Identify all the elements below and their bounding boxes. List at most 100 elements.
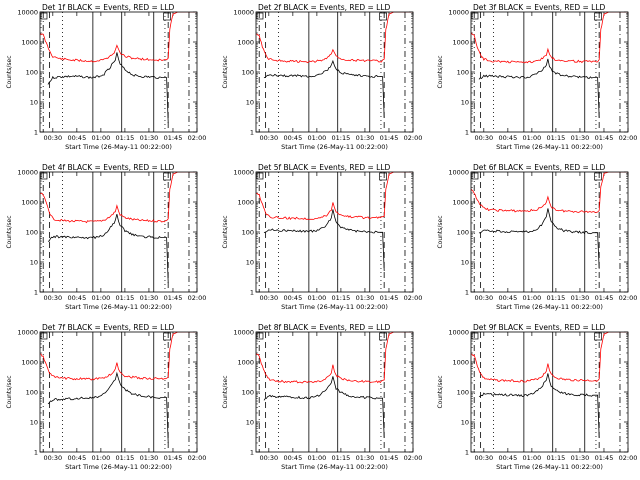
lld-series-line bbox=[40, 332, 197, 381]
x-axis-label: Start Time (26-May-11 00:22:00) bbox=[65, 463, 172, 471]
y-tick-label: 10 bbox=[30, 259, 38, 267]
panel-title: Det 4f BLACK = Events, RED = LLD bbox=[42, 163, 175, 172]
x-tick-label: 00:30 bbox=[259, 134, 278, 142]
y-tick-label: 1000 bbox=[237, 199, 254, 207]
x-tick-label: 01:15 bbox=[547, 294, 566, 302]
x-axis-label: Start Time (26-May-11 00:22:00) bbox=[281, 143, 388, 151]
x-tick-label: 02:00 bbox=[188, 134, 207, 142]
y-tick-label: 1000 bbox=[237, 359, 254, 367]
x-tick-label: 00:45 bbox=[498, 454, 517, 462]
marker-box-left bbox=[471, 172, 479, 180]
x-tick-label: 01:00 bbox=[308, 454, 327, 462]
lld-series-line bbox=[256, 172, 413, 220]
x-axis-label: Start Time (26-May-11 00:22:00) bbox=[281, 463, 388, 471]
plot-frame bbox=[470, 171, 629, 293]
x-tick-label: 02:00 bbox=[404, 134, 423, 142]
y-tick-label: 1000 bbox=[237, 39, 254, 47]
events-series-line bbox=[263, 209, 385, 272]
detector-panel: Det 4f BLACK = Events, RED = LLD Counts/s… bbox=[6, 163, 206, 311]
plot-area bbox=[471, 12, 628, 132]
marker-box-left bbox=[256, 172, 264, 180]
x-tick-label: 01:00 bbox=[92, 134, 111, 142]
y-tick-label: 100 bbox=[242, 69, 254, 77]
x-tick-label: 01:45 bbox=[595, 294, 614, 302]
x-tick-label: 02:00 bbox=[619, 134, 638, 142]
x-axis-label: Start Time (26-May-11 00:22:00) bbox=[496, 463, 603, 471]
detector-panel: Det 2f BLACK = Events, RED = LLD Counts/s… bbox=[222, 3, 422, 151]
lld-series-line bbox=[256, 332, 413, 384]
detector-panel: Det 3f BLACK = Events, RED = LLD Counts/s… bbox=[437, 3, 637, 151]
lld-series-line bbox=[40, 12, 197, 63]
x-tick-label: 01:30 bbox=[356, 294, 375, 302]
x-tick-label: 02:00 bbox=[404, 454, 423, 462]
x-tick-label: 00:30 bbox=[43, 454, 62, 462]
y-tick-label: 100 bbox=[242, 229, 254, 237]
x-tick-label: 01:15 bbox=[332, 294, 351, 302]
x-tick-label: 01:00 bbox=[523, 134, 542, 142]
y-tick-label: 1 bbox=[34, 289, 38, 297]
marker-box-right bbox=[594, 172, 602, 181]
panel-title: Det 8f BLACK = Events, RED = LLD bbox=[258, 323, 391, 332]
x-tick-label: 02:00 bbox=[619, 454, 638, 462]
y-tick-label: 1000 bbox=[21, 39, 38, 47]
y-tick-label: 10000 bbox=[233, 169, 254, 177]
marker-box-right bbox=[379, 172, 387, 181]
marker-box-left bbox=[256, 12, 264, 20]
x-tick-label: 01:45 bbox=[380, 454, 399, 462]
marker-box-left bbox=[40, 172, 48, 180]
plot-area bbox=[40, 332, 197, 452]
plot-frame bbox=[39, 11, 198, 133]
plot-frame bbox=[470, 11, 629, 133]
detector-panel: Det 7f BLACK = Events, RED = LLD Counts/s… bbox=[6, 323, 206, 471]
panel-title: Det 5f BLACK = Events, RED = LLD bbox=[258, 163, 391, 172]
y-tick-label: 100 bbox=[26, 389, 38, 397]
plot-area bbox=[471, 172, 628, 292]
detector-panel: Det 9f BLACK = Events, RED = LLD Counts/s… bbox=[437, 323, 637, 471]
plot-area bbox=[40, 172, 197, 292]
x-axis-label: Start Time (26-May-11 00:22:00) bbox=[496, 143, 603, 151]
y-tick-label: 10000 bbox=[17, 329, 38, 337]
y-tick-label: 1 bbox=[250, 289, 254, 297]
events-series-line bbox=[47, 214, 169, 284]
x-tick-label: 00:45 bbox=[67, 294, 86, 302]
events-series-line bbox=[263, 59, 385, 118]
events-series-line bbox=[263, 376, 385, 438]
x-tick-label: 00:45 bbox=[283, 454, 302, 462]
x-tick-label: 01:30 bbox=[140, 454, 159, 462]
x-axis-label: Start Time (26-May-11 00:22:00) bbox=[65, 143, 172, 151]
y-tick-label: 10000 bbox=[233, 9, 254, 17]
marker-box-right bbox=[379, 12, 387, 21]
x-tick-label: 00:30 bbox=[259, 294, 278, 302]
y-tick-label: 10000 bbox=[448, 9, 469, 17]
y-tick-label: 10000 bbox=[17, 169, 38, 177]
y-axis-label: Counts/sec bbox=[437, 375, 444, 408]
y-tick-label: 10000 bbox=[448, 329, 469, 337]
detector-panel: Det 6f BLACK = Events, RED = LLD Counts/s… bbox=[437, 163, 637, 311]
y-tick-label: 10 bbox=[461, 259, 469, 267]
x-tick-label: 00:45 bbox=[498, 134, 517, 142]
x-tick-label: 01:15 bbox=[332, 454, 351, 462]
plot-area bbox=[40, 12, 197, 132]
marker-box-right bbox=[379, 332, 387, 341]
x-tick-label: 00:30 bbox=[259, 454, 278, 462]
marker-box-right bbox=[163, 172, 171, 181]
lld-series-line bbox=[40, 172, 197, 224]
marker-box-left bbox=[40, 332, 48, 340]
x-tick-label: 01:15 bbox=[116, 454, 135, 462]
plot-frame bbox=[470, 331, 629, 453]
events-series-line bbox=[478, 373, 600, 438]
y-tick-label: 1000 bbox=[452, 199, 469, 207]
x-tick-label: 01:45 bbox=[380, 294, 399, 302]
x-tick-label: 00:30 bbox=[43, 134, 62, 142]
plot-area bbox=[256, 12, 413, 132]
x-tick-label: 01:45 bbox=[380, 134, 399, 142]
y-axis-label: Counts/sec bbox=[437, 55, 444, 88]
x-tick-label: 01:30 bbox=[356, 134, 375, 142]
x-tick-label: 00:45 bbox=[283, 294, 302, 302]
y-tick-label: 100 bbox=[26, 229, 38, 237]
y-tick-label: 1000 bbox=[452, 359, 469, 367]
detector-panel: Det 8f BLACK = Events, RED = LLD Counts/s… bbox=[222, 323, 422, 471]
x-tick-label: 02:00 bbox=[404, 294, 423, 302]
y-axis-label: Counts/sec bbox=[222, 215, 229, 248]
